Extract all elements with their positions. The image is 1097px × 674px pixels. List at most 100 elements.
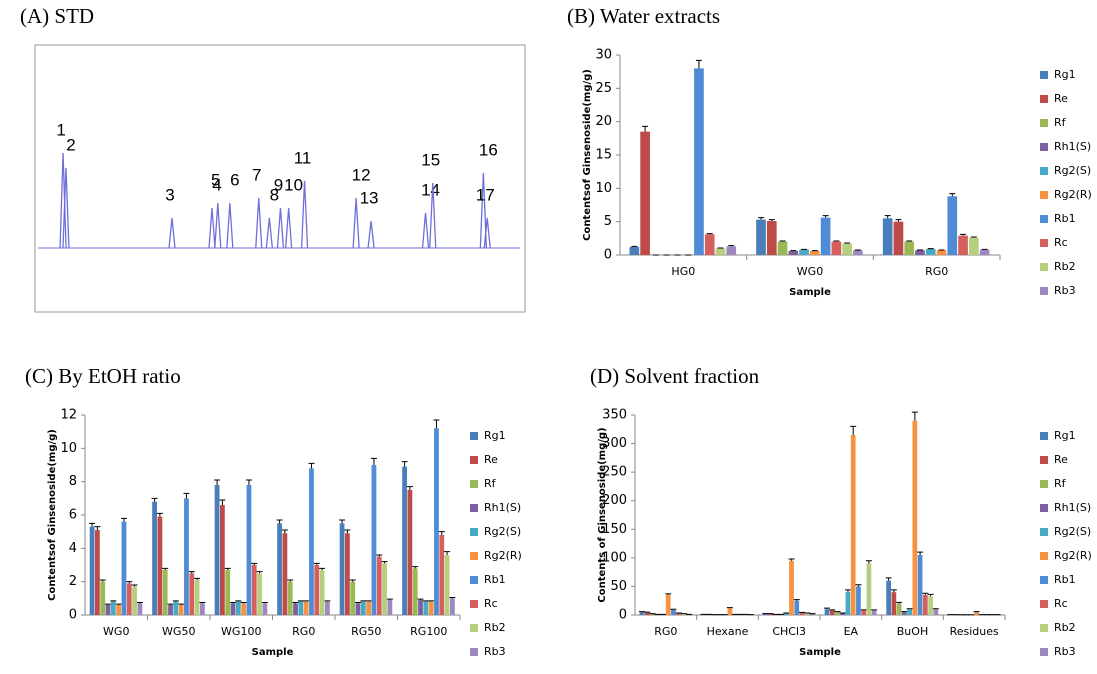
legend-swatch (1040, 576, 1048, 584)
error-bar (406, 486, 413, 490)
error-bar (433, 419, 440, 429)
error-bar (638, 611, 645, 613)
legend-label: Rg1 (484, 429, 506, 442)
error-bar (906, 608, 913, 610)
bar (407, 490, 413, 615)
legend-swatch (1040, 432, 1048, 440)
legend-swatch (1040, 528, 1048, 536)
legend-label: Re (484, 453, 498, 466)
legend-label: Rg1 (1054, 429, 1076, 442)
legend-label: Rc (1054, 236, 1068, 249)
bar (162, 570, 168, 615)
y-tick-label: 8 (69, 474, 77, 489)
error-bar (224, 567, 231, 570)
legend-swatch (1040, 480, 1048, 488)
bar (287, 581, 293, 615)
error-bar (167, 603, 174, 605)
bar (121, 521, 127, 615)
bar (850, 435, 856, 615)
legend-swatch (1040, 119, 1048, 127)
error-bar (833, 240, 840, 242)
x-axis-title: Sample (252, 647, 294, 658)
error-bar (927, 593, 934, 597)
bar (325, 601, 330, 615)
bar (439, 535, 445, 615)
bar (768, 613, 773, 615)
bar (789, 560, 794, 615)
legend-label: Rb2 (1054, 260, 1076, 273)
legend-label: Rc (1054, 597, 1068, 610)
peak (367, 221, 375, 249)
bar (810, 251, 820, 255)
peak (62, 168, 70, 249)
error-bar (644, 611, 651, 613)
legend-label: Rb2 (484, 621, 506, 634)
legend-swatch (1040, 239, 1048, 247)
bar (831, 241, 842, 255)
bar (766, 221, 777, 255)
bar (257, 573, 262, 615)
legend-swatch (1040, 95, 1048, 103)
error-bar (194, 577, 201, 580)
bar (915, 250, 925, 255)
bar (840, 613, 846, 615)
legend-swatch (470, 456, 478, 464)
error-bar (428, 600, 435, 602)
bar (639, 612, 645, 615)
bar (804, 613, 810, 615)
peak (300, 180, 309, 249)
legend-swatch (470, 600, 478, 608)
error-bar (695, 59, 702, 69)
peak (479, 172, 488, 249)
peak-label: 6 (230, 171, 239, 190)
error-bar (422, 600, 429, 602)
bar (681, 613, 687, 615)
error-bar (308, 462, 315, 469)
peak-label: 13 (360, 189, 379, 208)
legend-label: Rc (484, 597, 498, 610)
peak-label: 8 (270, 185, 279, 204)
legend-swatch (1040, 648, 1048, 656)
bar (947, 196, 958, 255)
error-bar (822, 215, 829, 218)
bar (168, 605, 173, 615)
y-tick-label: 200 (602, 493, 627, 508)
bar (339, 523, 345, 615)
bar (856, 586, 861, 615)
error-bar (349, 579, 356, 582)
error-bar (376, 554, 383, 557)
error-bar (960, 233, 967, 236)
error-bar (973, 611, 980, 613)
error-bar (245, 479, 252, 485)
error-bar (99, 579, 106, 582)
error-bar (355, 602, 362, 604)
legend-swatch (1040, 287, 1048, 295)
bar (853, 250, 863, 255)
bar (650, 613, 655, 615)
bar (235, 601, 241, 615)
legend-label: Rb1 (1054, 212, 1076, 225)
chart-title: (B) Water extracts (567, 4, 720, 28)
chart-title: (C) By EtOH ratio (25, 364, 181, 388)
bar (704, 234, 715, 255)
x-axis-title: Sample (799, 647, 841, 658)
bar (835, 612, 840, 615)
error-bar (136, 602, 143, 604)
bar (355, 603, 361, 615)
legend-label: Rb3 (484, 645, 506, 658)
peak (208, 207, 216, 249)
error-bar (665, 593, 672, 595)
legend-swatch (470, 432, 478, 440)
x-tick-label: EA (844, 625, 859, 638)
legend-swatch (470, 648, 478, 656)
peak (429, 183, 437, 249)
legend-label: Rb2 (1054, 621, 1076, 634)
legend-label: Rg2(S) (484, 525, 521, 538)
bar (173, 601, 179, 615)
x-tick-label: BuOH (897, 625, 928, 638)
bar (371, 465, 377, 615)
peak-label: 7 (252, 166, 261, 185)
error-bar (779, 240, 786, 242)
legend-label: Rg2(R) (1054, 188, 1092, 201)
bar (95, 530, 100, 615)
